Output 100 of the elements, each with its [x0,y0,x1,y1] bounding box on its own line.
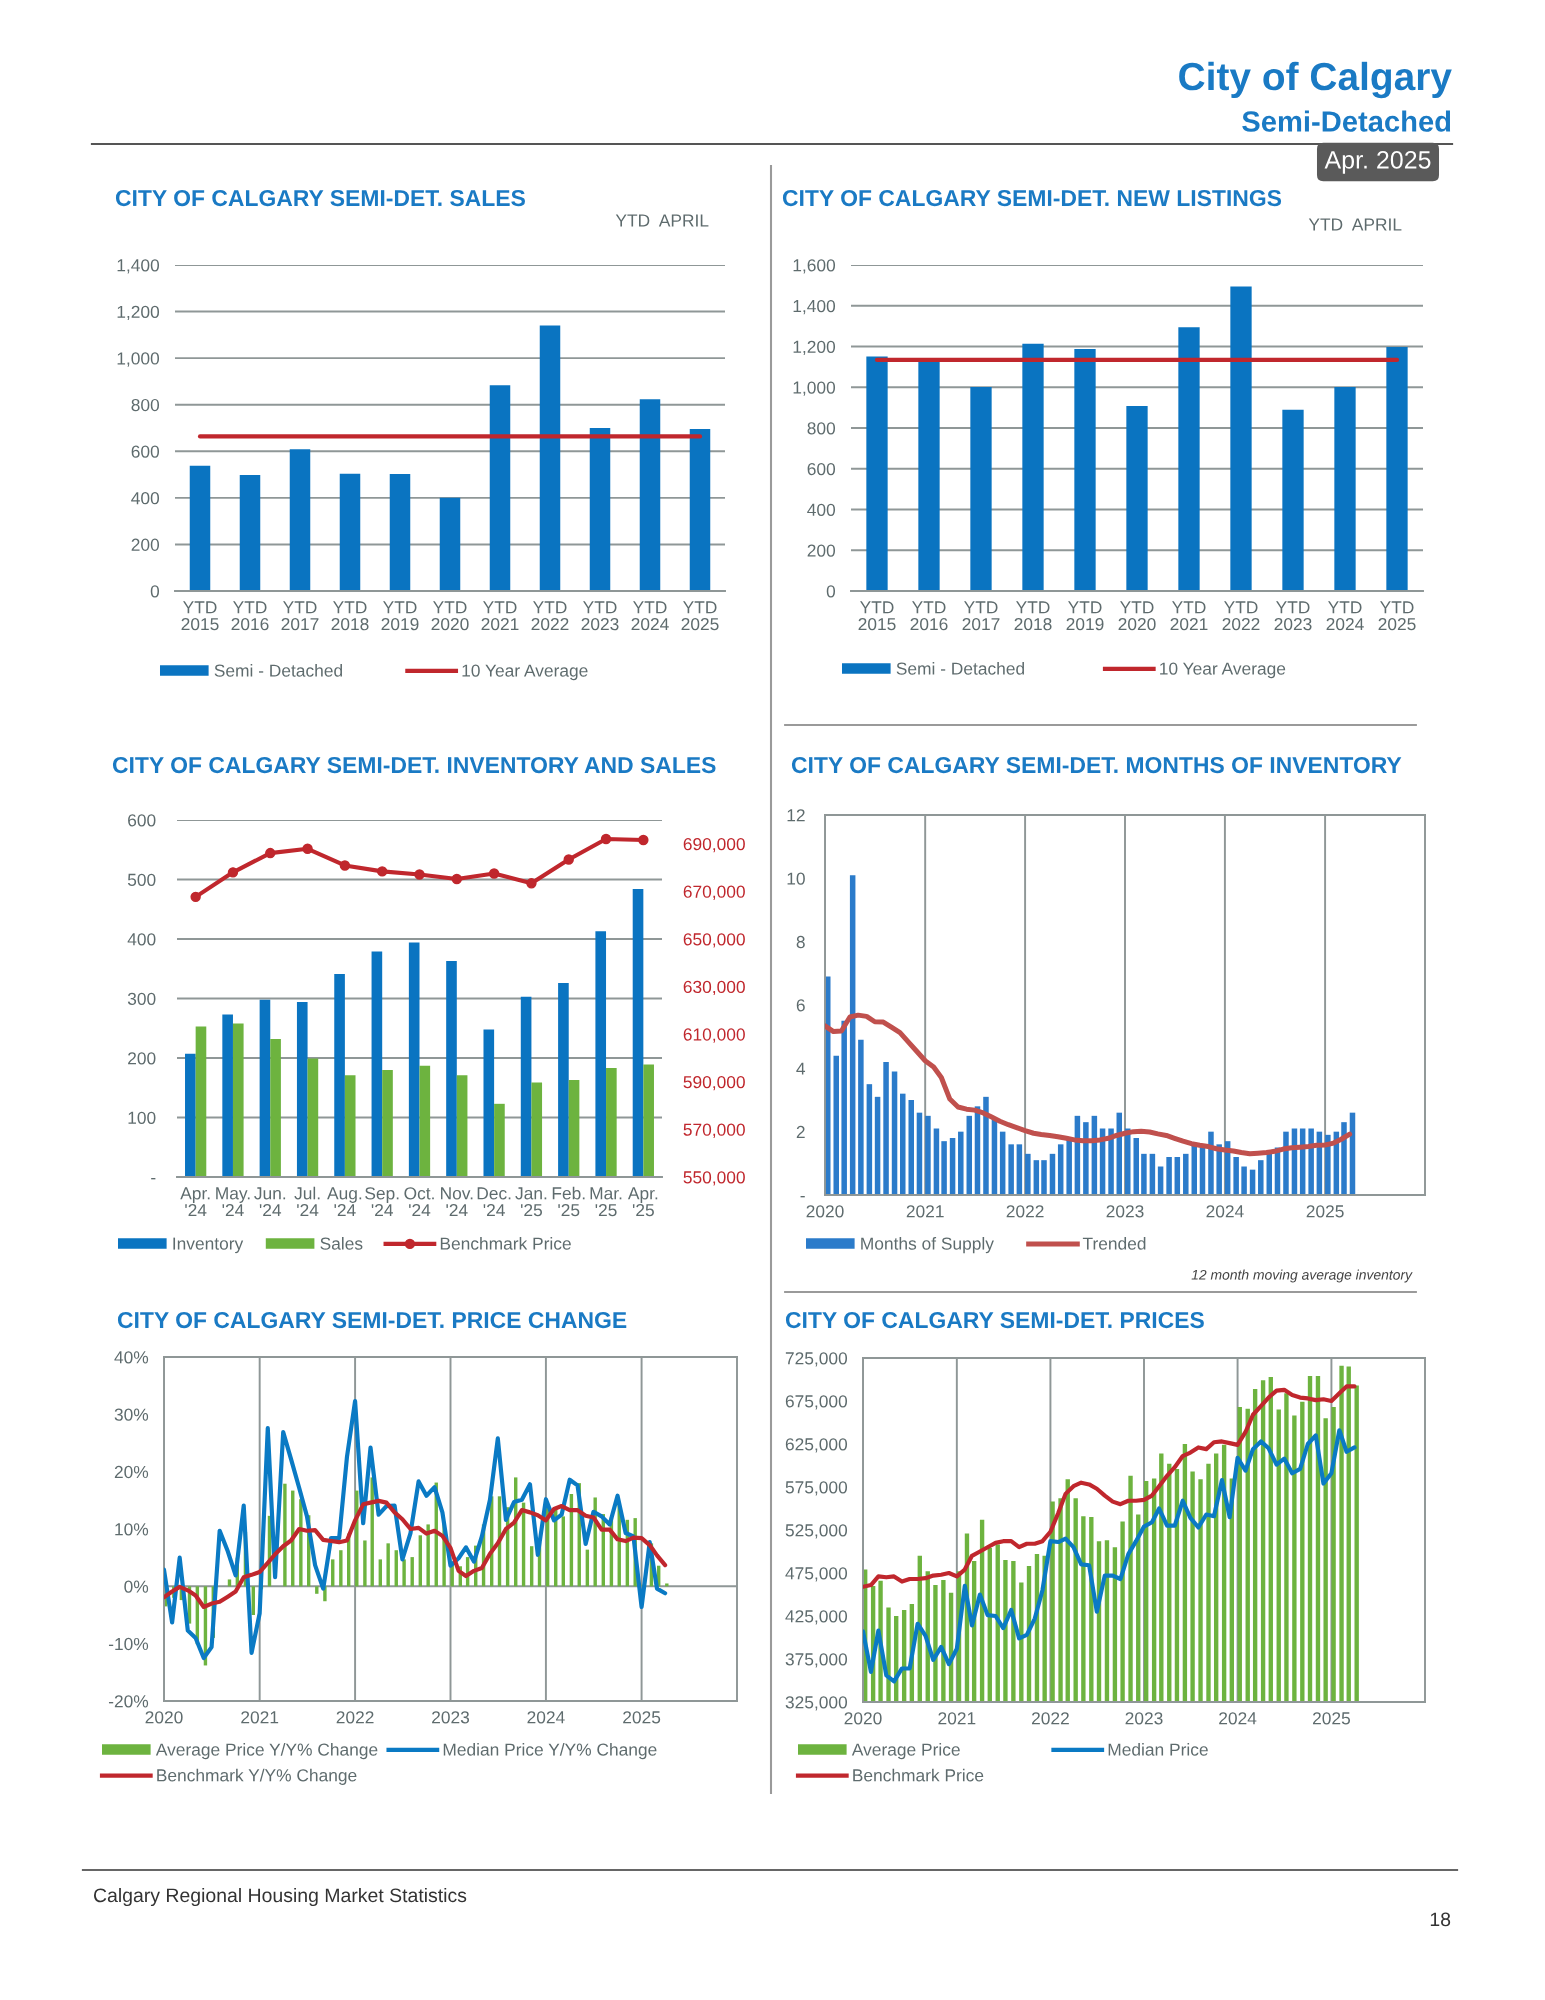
text: 18 [1430,1912,1451,1927]
x-tick-label: Apr. '24 [180,1187,210,1217]
bar [483,1029,495,1177]
x-tick-label: 2021 [938,1712,976,1725]
bar [866,1084,873,1195]
x-tick-label: 2024 [527,1711,565,1724]
legend-label: Semi - Detached [214,664,342,677]
bar [1341,1122,1347,1195]
bar [1308,1128,1314,1195]
x-tick-label: 2025 [1312,1712,1350,1725]
y-tick-label: 325,000 [785,1696,848,1711]
bar [970,387,992,591]
bar [883,1062,889,1195]
legend-label: Sales [320,1237,363,1250]
y2-tick-label: 630,000 [683,980,745,996]
x-tick-label: YTD 2017 [281,601,319,631]
bar [639,399,661,591]
legend-label: Benchmark Y/Y% Change [157,1768,357,1785]
bar [227,1579,232,1587]
bar [918,360,940,591]
x-tick-label: 2022 [1031,1712,1069,1725]
bar [1216,1144,1222,1195]
bar [568,1080,580,1177]
bar [1126,406,1148,591]
point [265,847,276,859]
x-tick-label: 2025 [1306,1205,1344,1218]
y-tick-label: 300 [127,992,156,1005]
y-tick-label: 800 [807,422,836,435]
y-tick-label: 12 [787,809,805,822]
y-tick-label: 30% [114,1408,149,1421]
legend-label: 10 Year Average [462,664,588,681]
bar [891,1071,898,1195]
x-tick-label: YTD 2022 [531,601,569,631]
bar [1334,387,1356,591]
bar [874,1096,881,1195]
legend-label: Benchmark Price [440,1237,571,1250]
legend-label: Average Price [851,1743,960,1760]
y-tick-label: 40% [114,1351,149,1364]
line-series [863,1384,1357,1589]
legend-label: Months of Supply [861,1237,994,1254]
text: 12 month moving average inventory [1191,1269,1413,1283]
y-tick-label: 575,000 [785,1481,848,1496]
bar [489,385,511,591]
legend-label: Benchmark Price [853,1768,984,1782]
x-tick-label: Apr. '25 [627,1187,658,1217]
bar [1208,1131,1214,1195]
bar [900,1093,906,1195]
bar [1074,348,1096,591]
chart-title: CITY OF CALGARY SEMI-DET. SALES [115,189,525,207]
x-tick-label: YTD 2016 [231,601,269,631]
x-tick-label: YTD 2018 [1014,601,1052,631]
y2-tick-label: 670,000 [683,885,745,900]
x-tick-label: YTD 2019 [1066,601,1104,631]
bar [408,942,420,1177]
y-tick-label: 625,000 [785,1438,848,1453]
x-tick-label: YTD 2021 [481,601,519,631]
x-tick-label: YTD 2016 [910,601,948,631]
bar [1241,1166,1247,1195]
y-tick-label: 1,000 [117,352,160,367]
point [190,891,201,903]
x-tick-label: May. '24 [216,1187,250,1217]
bar [1233,1157,1239,1195]
x-tick-label: 2022 [336,1711,374,1724]
bar [1166,1157,1172,1195]
y-tick-label: 1,400 [117,259,160,274]
bar [606,1068,617,1177]
bar [402,1559,406,1587]
bar [589,428,611,591]
chart-title: CITY OF CALGARY SEMI-DET. PRICES [785,1311,1204,1329]
line-series [164,1399,668,1661]
text: Apr. 2025 [1324,151,1431,174]
chart-title: CITY OF CALGARY SEMI-DET. NEW LISTINGS [782,189,1282,207]
x-tick-label: YTD 2025 [681,601,719,631]
point [563,854,574,865]
text: Calgary Regional Housing Market Statistics [93,1887,467,1907]
x-tick-label: YTD 2018 [331,601,369,631]
bar [307,1058,319,1177]
bar [908,1100,914,1195]
bar [339,1550,343,1587]
x-tick-label: YTD 2023 [581,601,619,631]
bar [958,1131,964,1195]
y2-tick-label: 590,000 [683,1075,745,1091]
y-tick-label: -20% [108,1695,149,1708]
bar [1230,286,1252,591]
chart-subtitle: YTD APRIL [1308,218,1402,231]
text: City of Calgary [1179,61,1452,99]
x-tick-label: Nov. '24 [441,1187,473,1217]
chart-title: CITY OF CALGARY SEMI-DET. MONTHS OF INVENTORY [791,756,1402,774]
bar [866,356,888,591]
y-tick-label: -10% [108,1637,149,1651]
y-tick-label: 400 [131,492,160,505]
y-tick-label: 475,000 [785,1567,848,1582]
bar [941,1141,947,1195]
bar [632,889,644,1177]
x-tick-label: 2023 [432,1711,470,1724]
bar [239,475,261,591]
point [488,868,500,879]
bar [520,996,532,1177]
x-tick-label: YTD 2023 [1274,601,1312,631]
y-tick-label: 10% [115,1523,149,1536]
